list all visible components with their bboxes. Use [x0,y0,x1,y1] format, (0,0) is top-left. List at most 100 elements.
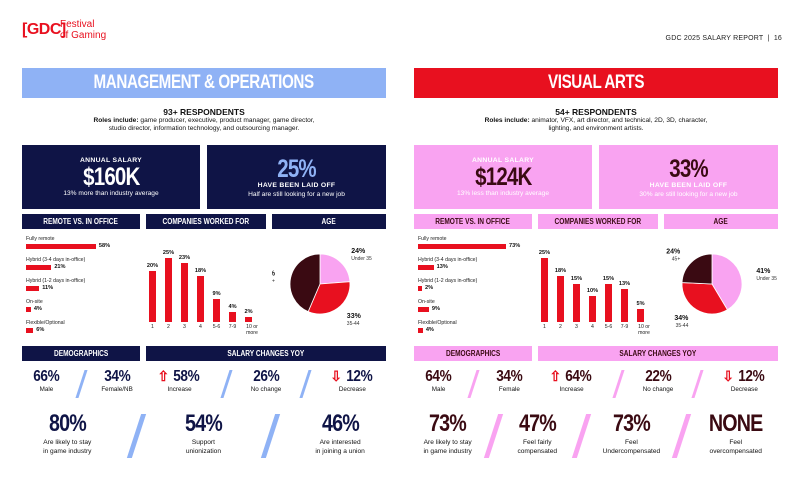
bottom-stat: NONE Feel overcompensated [703,410,768,456]
age-value: 34% [674,315,689,322]
company-category: 3 [575,324,578,330]
salary_changes-label: Decrease [730,386,758,393]
bottom-stat: 46% Are interested in joining a union [315,410,365,456]
remote-value: 21% [54,264,66,270]
salary_changes-value: 12% [346,368,373,385]
arrow-up-icon: ⇧ [157,368,170,384]
company-value: 10% [586,288,599,295]
company-value: 15% [602,275,615,282]
demographics-label: Female/NB [101,386,133,393]
bottom-label-line1: Are likely to stay [423,439,472,446]
bottom-value-text: 80% [48,410,87,437]
age-label: 35-44 [347,321,360,327]
remote-label: Fully remote [418,236,447,242]
bottom-value: NONE [703,410,768,438]
logo-mark: [GDC] [22,21,66,38]
salary_changes-stat: ⇧ 64% Increase [549,368,593,393]
company-value: 20% [146,262,159,269]
age-value: 41% [756,268,771,275]
salary_changes-value: 26% [253,368,279,385]
remote-bar [418,286,422,291]
age-label: Under 35 [351,256,372,262]
age-label: 45+ [272,279,275,285]
left-demographics-header: DEMOGRAPHICS [22,346,140,361]
remote-label: On-site [26,299,43,305]
divider-slash [691,370,704,398]
bottom-value: 54% [181,410,226,438]
remote-bar [26,307,31,312]
bottom-label-line1: Support [191,439,215,446]
remote-bar [26,328,34,333]
left-age-header-text: AGE [321,217,337,226]
salary_changes-stat: 26% No change [251,368,282,393]
bottom-label-line2: unionization [185,448,222,455]
bottom-stat: 80% Are likely to stay in game industry [43,410,91,456]
salary_changes-value: 64% [565,368,592,385]
right-remote-header: REMOTE VS. IN OFFICE [414,214,532,229]
remote-value: 11% [42,285,54,291]
company-value: 13% [618,280,631,287]
left-salary-sub: 13% more than industry average [63,190,159,197]
divider-slash [612,370,625,398]
age-value: 33% [347,313,362,320]
company-category: 4 [591,324,594,330]
left-laidoff-label: HAVE BEEN LAID OFF [257,182,336,189]
right-demographics-stats: 64% Male 34% Female [414,368,534,400]
left-demographics-header-text: DEMOGRAPHICS [53,349,109,358]
age-slice [681,282,728,315]
divider-slash [467,370,481,398]
bottom-value-text: 73% [429,410,467,437]
arrow-up-icon: ⇧ [549,368,562,384]
company-bar [637,309,644,322]
company-value: 25% [162,250,175,256]
right-respondents-block: 54+ RESPONDENTS Roles include: animator,… [414,107,778,134]
left-roles: Roles include: game producer, executive,… [22,117,386,134]
remote-bar [418,265,434,270]
demographics-stat: 66% Male [31,368,62,393]
left-bottom-stats: 80% Are likely to stay in game industry 54%… [22,410,386,470]
company-value: 15% [570,275,583,282]
salary_changes-stat: ⇧ 58% Increase [157,368,201,393]
company-value: 25% [538,250,551,256]
left-remote-header: REMOTE VS. IN OFFICE [22,214,140,229]
bottom-stat: 47% Feel fairly compensated [515,410,560,456]
right-salary-label: ANNUAL SALARY [471,157,535,164]
company-value: 4% [228,303,237,310]
age-slice [319,253,351,285]
salary_changes-value: 58% [173,368,200,385]
bottom-label-line1: Feel fairly [522,439,552,446]
demographics-stat: 34% Female/NB [101,368,133,393]
left-respondents: 93+ RESPONDENTS [163,107,245,117]
bottom-stat: 54% Support unionization [181,410,226,456]
demographics-label: Male [431,386,446,393]
company-category: 4 [199,324,202,330]
bottom-label-line1: Feel [625,439,638,446]
remote-bar [26,286,40,291]
bottom-label-line1: Are likely to stay [43,439,92,446]
left-respondents-block: 93+ RESPONDENTS Roles include: game prod… [22,107,386,134]
demographics-value: 34% [496,368,523,385]
left-age-chart: 24%Under 35 33%35-44 44%45+ [261,232,386,332]
age-label: 45+ [672,257,681,263]
remote-label: Hybrid (1-2 days in-office) [26,278,86,284]
logo-line-2: of Gaming [60,30,107,41]
left-companies-header-text: COMPANIES WORKED FOR [162,217,250,226]
bottom-value-text: 73% [612,410,651,437]
bottom-label-line2: in game industry [43,448,92,455]
company-bar [245,316,252,322]
demographics-stat: 64% Male [423,368,454,393]
right-age-header: AGE [664,214,778,229]
divider-slash [672,414,692,458]
left-banner: MANAGEMENT & OPERATIONS [22,68,386,98]
right-demographics-header: DEMOGRAPHICS [414,346,532,361]
left-salary-label: ANNUAL SALARY [79,157,143,164]
demographics-label: Male [39,386,54,393]
demographics-stat: 34% Female [494,368,525,393]
gdc-logo: [GDC] Festival of Gaming [22,15,132,49]
bottom-value: 73% [423,410,471,438]
divider-slash [483,414,503,458]
company-value: 18% [194,267,207,274]
right-laidoff-sub: 30% are still looking for a new job [639,191,738,198]
company-category: 5-6 [212,324,221,330]
age-label: 35-44 [676,323,689,329]
